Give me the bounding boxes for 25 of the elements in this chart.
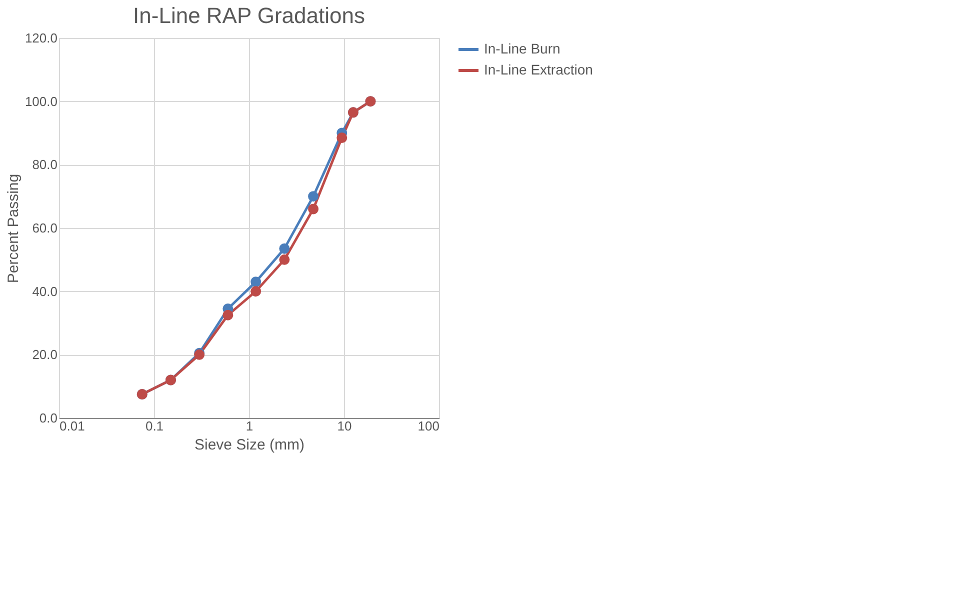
point bbox=[222, 310, 234, 320]
point bbox=[308, 191, 319, 202]
y-tick-label: 80.0 bbox=[32, 157, 58, 172]
point bbox=[279, 254, 290, 265]
y-tick-label: 120.0 bbox=[24, 30, 58, 46]
point bbox=[250, 276, 262, 288]
y-tick-label: 40.0 bbox=[32, 284, 58, 299]
point bbox=[279, 243, 290, 254]
y-tick-label: 60.0 bbox=[32, 220, 58, 236]
x-tick-label: 0.01 bbox=[60, 418, 85, 434]
x-tick-label: 1 bbox=[246, 418, 254, 434]
y-axis-title: Percent Passing bbox=[4, 174, 22, 284]
x-tick-label: 0.1 bbox=[145, 418, 164, 434]
y-tick-label: 100.0 bbox=[24, 94, 58, 109]
x-tick-label: 100 bbox=[418, 418, 440, 434]
point bbox=[336, 132, 348, 143]
point bbox=[308, 204, 319, 214]
chart-title: In-Line RAP Gradations bbox=[133, 3, 365, 28]
legend-label: In-Line Burn bbox=[484, 40, 560, 56]
legend-label: In-Line Extraction bbox=[484, 62, 593, 78]
y-tick-label: 20.0 bbox=[32, 347, 58, 362]
point bbox=[250, 286, 262, 297]
x-tick-label: 10 bbox=[337, 418, 352, 434]
y-tick-label: 0.0 bbox=[39, 410, 58, 426]
x-axis-title: Sieve Size (mm) bbox=[194, 436, 305, 454]
